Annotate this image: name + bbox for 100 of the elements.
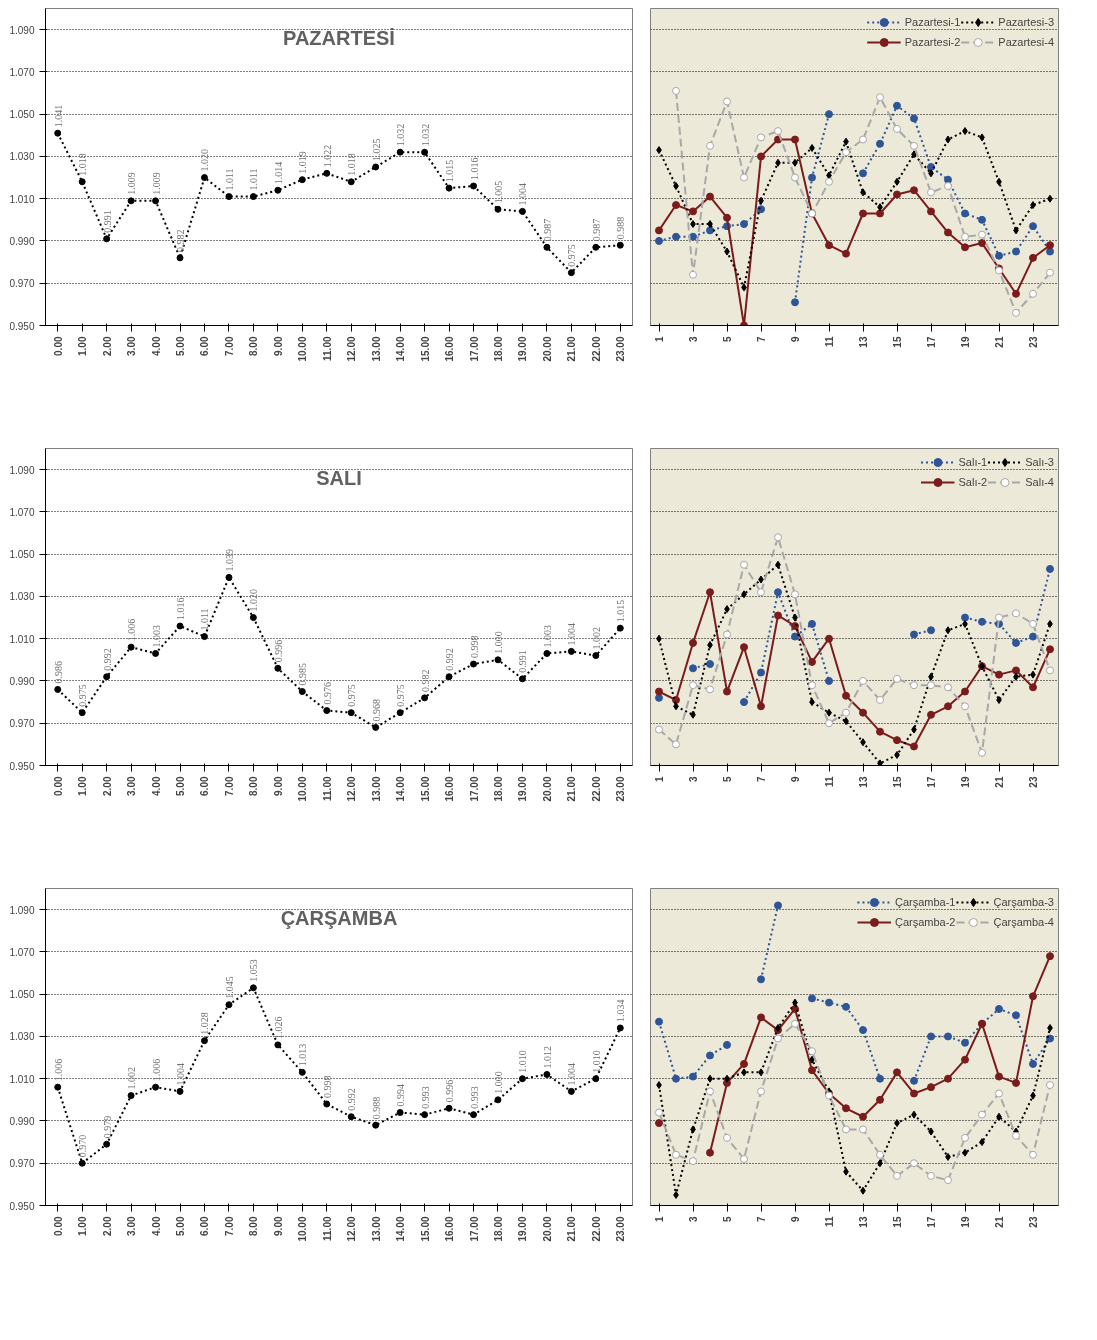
data-label: 1.018 [346, 153, 358, 176]
x-tick-label: 8.00 [248, 1216, 260, 1236]
x-tick-label: 12.00 [346, 776, 358, 802]
x-tick-label: 2.00 [101, 1216, 113, 1236]
x-tick-label: 1 [654, 336, 665, 343]
x-tick-label: 11 [824, 1216, 835, 1228]
x-tick-label: 8.00 [248, 336, 260, 356]
x-tick-label: 2.00 [101, 336, 113, 356]
x-tick-label: 1.00 [77, 776, 89, 796]
data-label: 1.014 [272, 161, 284, 185]
y-tick-label: 1.010 [9, 1073, 35, 1085]
legend-label: Salı-4 [1025, 476, 1054, 488]
x-tick-label: 1 [654, 1216, 665, 1223]
y-tick-label: 0.990 [9, 675, 35, 687]
x-tick-label: 5 [722, 1216, 733, 1223]
x-tick-label: 6.00 [199, 336, 211, 356]
data-label: 1.016 [175, 597, 187, 621]
data-label: 0.986 [52, 660, 64, 684]
data-label: 0.994 [395, 1084, 407, 1107]
x-tick-label: 16.00 [444, 1216, 456, 1242]
x-tick-label: 3.00 [126, 776, 138, 796]
data-label: 0.982 [419, 669, 431, 692]
x-tick-label: 12.00 [346, 336, 358, 362]
data-label: 1.032 [395, 123, 407, 147]
x-tick-label: 21.00 [566, 776, 578, 802]
data-label: 0.993 [468, 1086, 480, 1109]
x-tick-label: 1.00 [77, 336, 89, 356]
x-tick-label: 9.00 [272, 776, 284, 796]
x-tick-label: 13 [858, 776, 869, 788]
legend-label: Pazartesi-3 [998, 16, 1054, 28]
x-tick-label: 7 [756, 336, 767, 343]
data-label: 0.988 [615, 216, 627, 240]
x-tick-label: 21.00 [566, 1216, 578, 1242]
x-tick-label: 16.00 [444, 776, 456, 802]
data-label: 0.987 [590, 218, 602, 242]
x-tick-label: 3 [688, 336, 699, 343]
x-tick-label: 5.00 [175, 336, 187, 356]
y-tick-label: 1.010 [9, 633, 35, 645]
y-tick-label: 1.090 [9, 464, 35, 476]
data-label: 1.025 [370, 138, 382, 161]
x-tick-label: 5.00 [175, 776, 187, 796]
data-label: 0.975 [77, 684, 89, 707]
x-tick-label: 10.00 [297, 776, 309, 802]
x-tick-label: 9 [790, 1216, 801, 1223]
x-tick-label: 15 [892, 1216, 903, 1228]
x-tick-label: 13.00 [370, 1216, 382, 1242]
data-label: 1.006 [52, 1058, 64, 1082]
x-tick-label: 14.00 [395, 776, 407, 802]
y-tick-label: 1.090 [9, 24, 35, 36]
y-tick-label: 1.090 [9, 904, 35, 916]
x-tick-label: 7.00 [223, 776, 235, 796]
legend-label: Pazartesi-2 [904, 36, 961, 48]
x-tick-label: 23.00 [615, 1216, 627, 1242]
data-label: 0.976 [321, 682, 333, 705]
x-tick-label: 20.00 [541, 776, 553, 802]
data-label: 1.032 [419, 123, 431, 147]
x-tick-label: 19.00 [517, 336, 529, 362]
x-tick-label: 18.00 [492, 776, 504, 802]
data-label: 1.000 [492, 1071, 504, 1094]
x-tick-label: 3 [688, 1216, 699, 1223]
x-tick-label: 17.00 [468, 1216, 480, 1242]
text: ÇARŞAMBA [280, 906, 398, 929]
x-tick-label: 11.00 [321, 336, 333, 361]
data-label: 1.026 [272, 1016, 284, 1039]
x-tick-label: 4.00 [150, 776, 162, 796]
x-tick-label: 17 [926, 776, 937, 788]
data-label: 1.011 [223, 168, 235, 191]
x-tick-label: 12.00 [346, 1216, 358, 1242]
y-tick-label: 1.050 [9, 989, 35, 1001]
x-tick-label: 19 [960, 776, 971, 788]
x-tick-label: 15 [892, 336, 903, 348]
x-tick-label: 21 [994, 1216, 1005, 1228]
data-label: 0.988 [370, 1096, 382, 1120]
x-tick-label: 23 [1028, 776, 1039, 788]
x-tick-label: 21 [994, 336, 1005, 348]
legend-label: Çarşamba-2 [894, 916, 956, 928]
x-tick-label: 9.00 [272, 336, 284, 356]
x-tick-label: 17.00 [468, 776, 480, 802]
x-tick-label: 23 [1028, 1216, 1039, 1228]
x-tick-label: 13.00 [370, 336, 382, 362]
data-label: 1.015 [444, 159, 456, 183]
x-tick-label: 6.00 [199, 776, 211, 796]
data-label: 1.010 [517, 1050, 529, 1073]
data-label: 0.996 [272, 639, 284, 663]
data-label: 1.003 [541, 624, 553, 648]
x-tick-label: 23.00 [615, 776, 627, 802]
data-label: 1.012 [541, 1045, 553, 1069]
legend-label: Pazartesi-4 [998, 36, 1054, 48]
data-label: 1.004 [566, 622, 578, 646]
data-label: 0.991 [101, 210, 113, 233]
text: PAZARTESİ [283, 26, 395, 49]
data-label: 1.016 [468, 157, 480, 181]
x-tick-label: 11 [824, 776, 835, 788]
legend-label: Çarşamba-3 [993, 896, 1054, 908]
x-tick-label: 22.00 [590, 336, 602, 362]
data-label: 1.053 [248, 959, 260, 982]
data-label: 0.982 [175, 229, 187, 252]
x-tick-label: 19 [960, 336, 971, 348]
x-tick-label: 16.00 [444, 336, 456, 362]
data-label: 1.004 [566, 1062, 578, 1086]
